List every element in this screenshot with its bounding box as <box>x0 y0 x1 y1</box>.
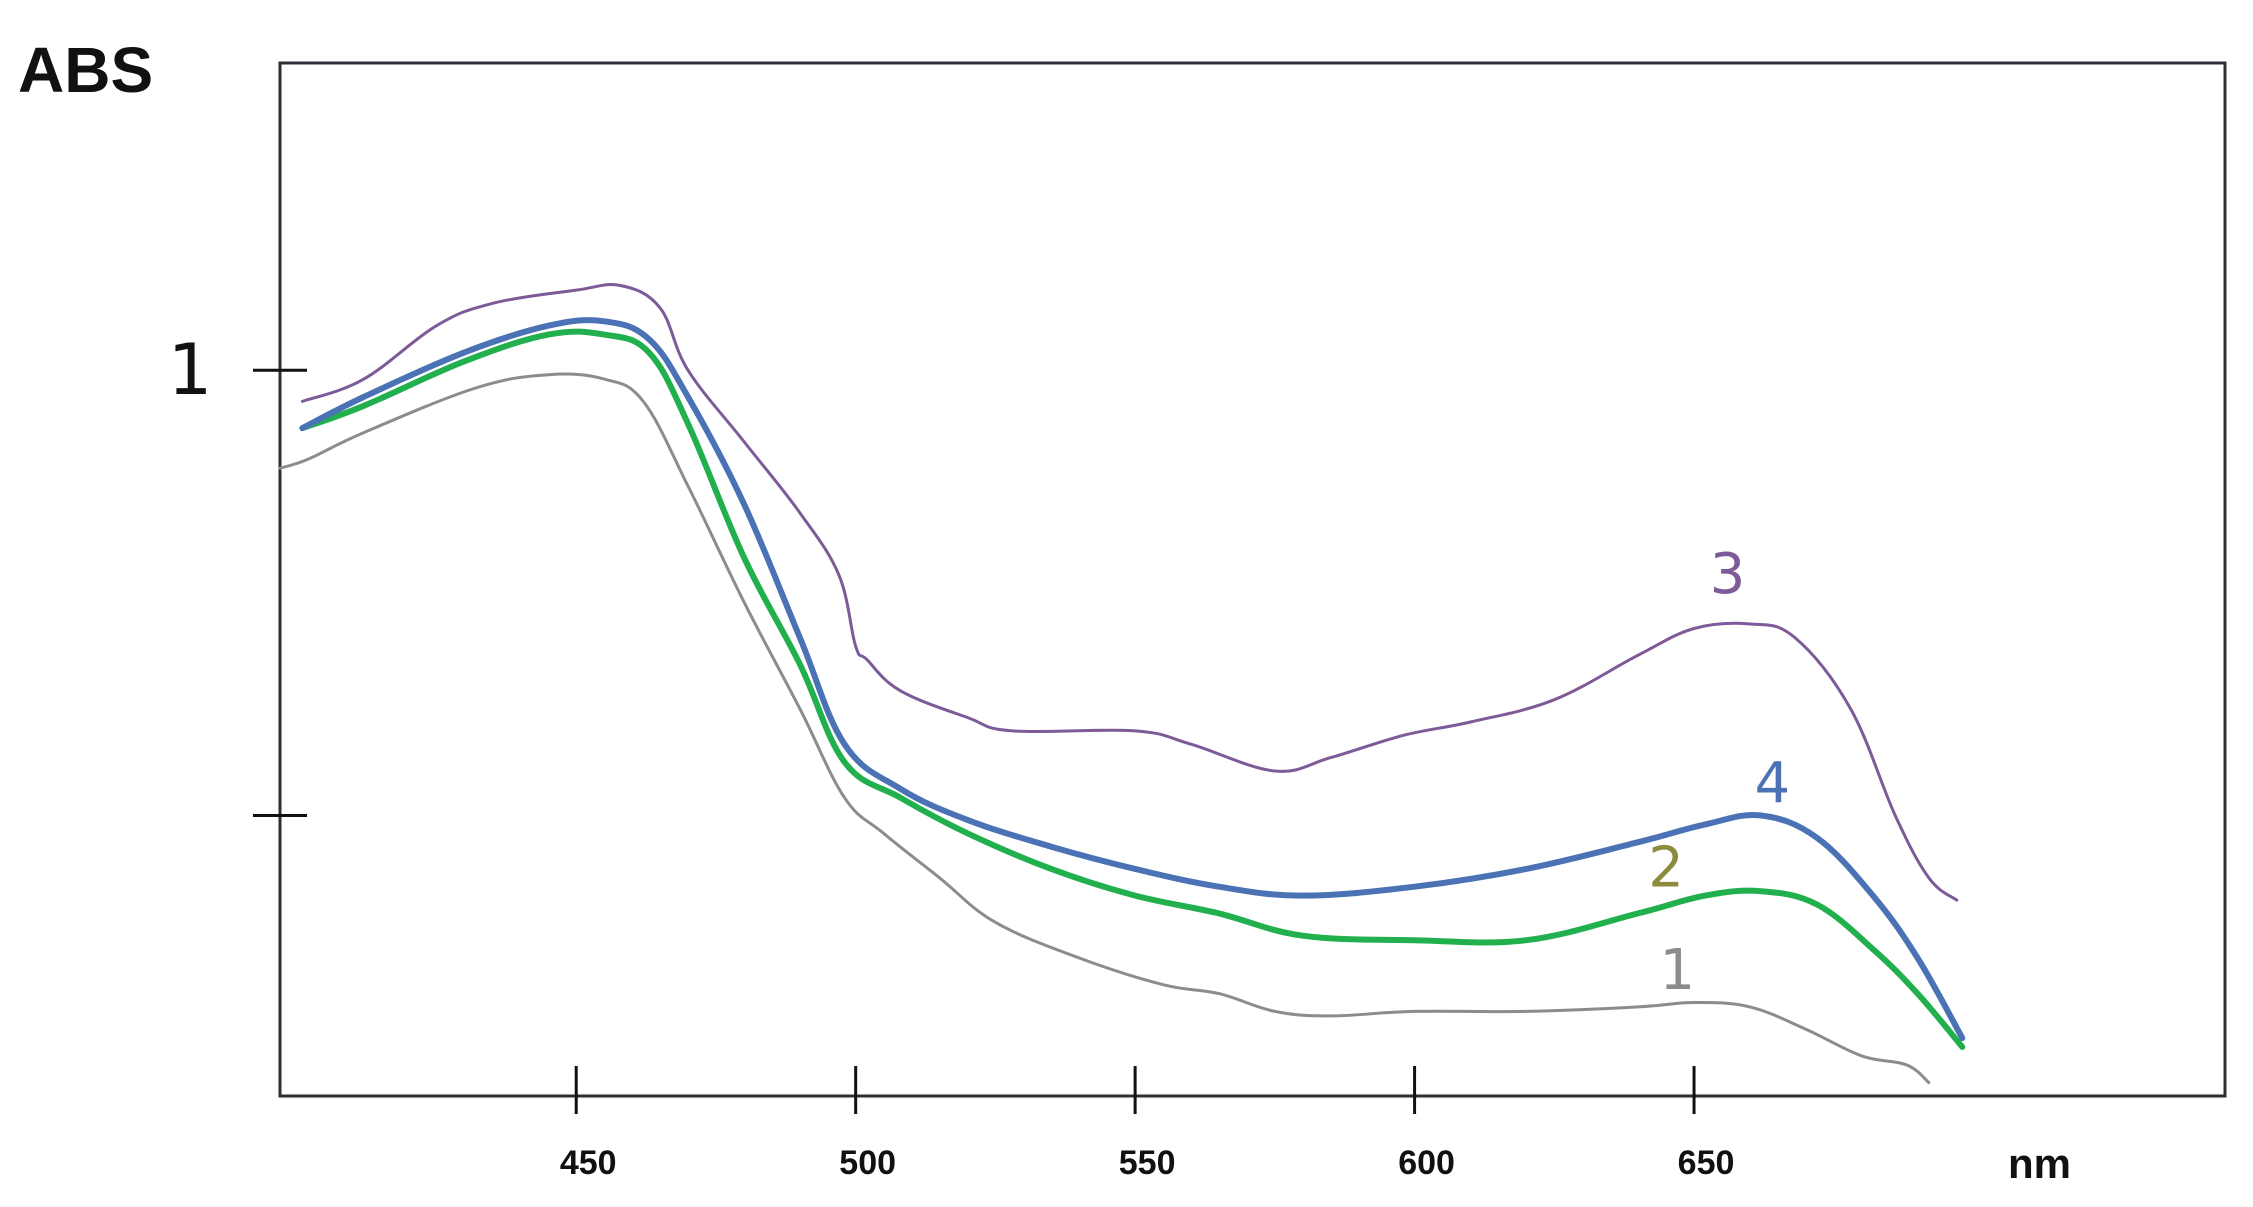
x-tick-label-650: 650 <box>1678 1144 1735 1182</box>
y-axis-label: ABS <box>18 34 153 106</box>
curve-label-1: 1 <box>1659 938 1695 1003</box>
curve-label-4: 4 <box>1754 751 1790 816</box>
series-line-2 <box>299 328 1966 1050</box>
series-line-1 <box>278 372 1931 1085</box>
x-axis-label: nm <box>2008 1140 2071 1187</box>
annotation-layer: 1 2 3 4 <box>1648 542 1790 1003</box>
plot-frame <box>278 61 2227 1098</box>
x-tick-label-550: 550 <box>1119 1144 1176 1182</box>
series-line-4 <box>299 317 1966 1042</box>
series-layer <box>278 283 1966 1085</box>
x-tick-label-450: 450 <box>560 1144 617 1182</box>
curve-label-3: 3 <box>1710 542 1746 607</box>
y-tick-label-1: 1 <box>168 329 213 411</box>
x-tick-label-500: 500 <box>839 1144 896 1182</box>
curve-label-2: 2 <box>1648 836 1684 901</box>
x-tick-label-600: 600 <box>1398 1144 1455 1182</box>
ticks-layer: 450 500 550 600 650 1 <box>168 329 1735 1182</box>
series-line-3 <box>300 283 1959 902</box>
